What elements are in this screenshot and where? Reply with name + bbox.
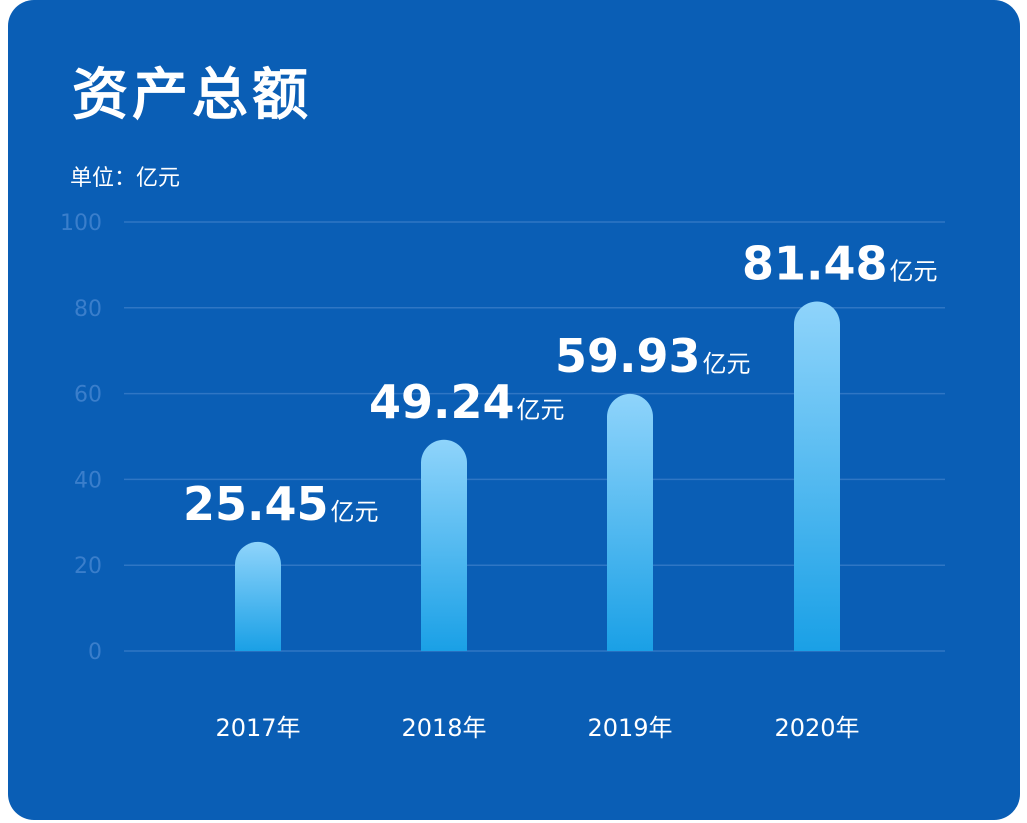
y-tick-label: 20 [74,554,102,579]
bar-2017年 [235,541,281,651]
data-label-unit: 亿元 [517,396,565,424]
x-axis-label: 2020年 [774,714,859,742]
data-label: 25.45亿元 [183,477,379,531]
bar-2018年 [421,439,467,651]
y-tick-label: 80 [74,297,102,322]
bar-2019年 [607,393,653,651]
x-axis-labels: 2017年 2018年 2019年 2020年 [215,714,859,742]
x-axis-label: 2017年 [215,714,300,742]
data-label: 49.24亿元 [369,375,565,429]
data-label-unit: 亿元 [331,498,379,526]
data-label-value: 25.45 [183,477,329,531]
y-tick-label: 100 [60,211,102,236]
data-label-unit: 亿元 [703,350,751,378]
data-label-value: 81.48 [742,236,888,290]
data-label-value: 59.93 [555,329,701,383]
unit-label: 单位：亿元 [70,166,181,191]
data-label-value: 49.24 [369,375,515,429]
x-axis-label: 2019年 [587,714,672,742]
y-axis-ticks: 0 20 40 60 80 100 [60,211,102,665]
data-label: 59.93亿元 [555,329,751,383]
bars [235,301,840,651]
data-label-unit: 亿元 [890,257,938,285]
chart-title: 资产总额 [72,63,312,128]
y-tick-label: 40 [74,468,102,493]
data-label: 81.48亿元 [742,236,938,290]
y-tick-label: 60 [74,383,102,408]
x-axis-label: 2018年 [401,714,486,742]
chart-card: 资产总额 单位：亿元 0 20 40 60 80 100 25.45亿元 49.24亿元 59… [8,0,1020,820]
y-tick-label: 0 [88,640,102,665]
bar-2020年 [794,301,840,651]
